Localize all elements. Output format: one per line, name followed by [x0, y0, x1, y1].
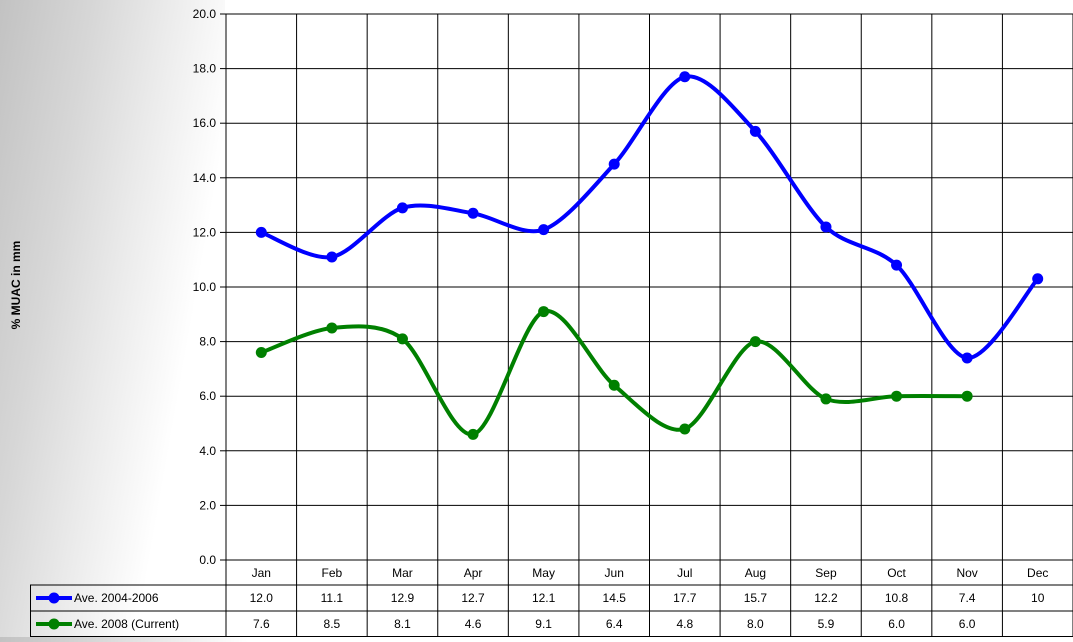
series-1: [255, 71, 1044, 364]
data-label: 6.0: [888, 617, 905, 631]
x-tick-label: Mar: [392, 566, 413, 580]
y-tick-label: 6.0: [199, 389, 216, 403]
legend-series-name: Ave. 2004-2006: [74, 591, 159, 605]
x-tick-label: Dec: [1027, 566, 1048, 580]
data-table: Jan Feb Mar Apr May Jun Jul Aug Sep Oct Nov Dec Ave.…: [30, 566, 1073, 637]
data-label: 12.9: [391, 591, 415, 605]
x-tick-label: Apr: [464, 566, 483, 580]
data-point: [961, 390, 973, 402]
series-2: [255, 306, 973, 440]
data-label: 10: [1031, 591, 1045, 605]
axes: 0.0 2.0 4.0 6.0 8.0 10.0 12.0 14.0 16.0 18.0 20.0: [193, 7, 226, 567]
data-point: [961, 352, 973, 364]
y-tick-label: 2.0: [199, 498, 216, 512]
data-label: 14.5: [603, 591, 627, 605]
data-point: [467, 207, 479, 219]
x-tick-label: Aug: [745, 566, 766, 580]
data-label: 6.4: [606, 617, 623, 631]
legend-key-marker: [48, 592, 60, 604]
data-point: [608, 158, 620, 170]
data-point: [255, 226, 267, 238]
data-point: [891, 259, 903, 271]
data-label: 9.1: [535, 617, 552, 631]
data-label: 11.1: [321, 591, 344, 605]
data-point: [396, 202, 408, 214]
legend-series-name: Ave. 2008 (Current): [74, 617, 179, 631]
x-tick-label: May: [532, 566, 555, 580]
data-label: 7.4: [959, 591, 976, 605]
data-point: [326, 322, 338, 334]
data-label: 4.8: [676, 617, 693, 631]
legend-key-marker: [48, 618, 60, 630]
y-tick-label: 12.0: [193, 225, 217, 239]
data-point: [608, 379, 620, 391]
y-tick-label: 10.0: [193, 280, 217, 294]
data-label: 4.6: [465, 617, 482, 631]
data-label: 5.9: [818, 617, 835, 631]
data-point: [467, 428, 479, 440]
data-label: 17.7: [673, 591, 697, 605]
x-tick-label: Sep: [815, 566, 837, 580]
x-tick-label: Feb: [322, 566, 343, 580]
data-point: [538, 306, 550, 318]
data-label: 12.0: [250, 591, 274, 605]
data-label: 15.7: [744, 591, 768, 605]
data-label: 6.0: [959, 617, 976, 631]
data-label: 12.7: [461, 591, 485, 605]
y-tick-label: 20.0: [193, 7, 217, 21]
y-tick-label: 4.0: [199, 444, 216, 458]
grid: [225, 13, 1073, 637]
data-point: [326, 251, 338, 263]
data-point: [749, 336, 761, 348]
data-label: 10.8: [885, 591, 909, 605]
y-tick-label: 14.0: [193, 171, 217, 185]
y-tick-label: 8.0: [199, 335, 216, 349]
y-tick-label: 0.0: [199, 553, 216, 567]
x-tick-label: Oct: [887, 566, 906, 580]
x-tick-label: Nov: [956, 566, 977, 580]
data-point: [820, 393, 832, 405]
data-point: [679, 71, 691, 83]
data-point: [891, 390, 903, 402]
data-point: [749, 125, 761, 137]
data-point: [396, 333, 408, 345]
data-label: 7.6: [253, 617, 270, 631]
data-point: [679, 423, 691, 435]
x-tick-label: Jan: [252, 566, 271, 580]
data-label: 8.0: [747, 617, 764, 631]
data-label: 12.1: [532, 591, 556, 605]
data-label: 12.2: [814, 591, 838, 605]
series-layer: [255, 71, 1044, 440]
y-axis-label: % MUAC in mm: [9, 241, 23, 330]
data-point: [538, 224, 550, 236]
data-point: [820, 221, 832, 233]
x-tick-label: Jun: [605, 566, 624, 580]
data-point: [255, 347, 267, 359]
data-label: 8.5: [324, 617, 341, 631]
data-point: [1032, 273, 1044, 285]
y-tick-label: 18.0: [193, 62, 217, 76]
x-tick-label: Jul: [677, 566, 692, 580]
data-label: 8.1: [394, 617, 411, 631]
y-tick-label: 16.0: [193, 116, 217, 130]
